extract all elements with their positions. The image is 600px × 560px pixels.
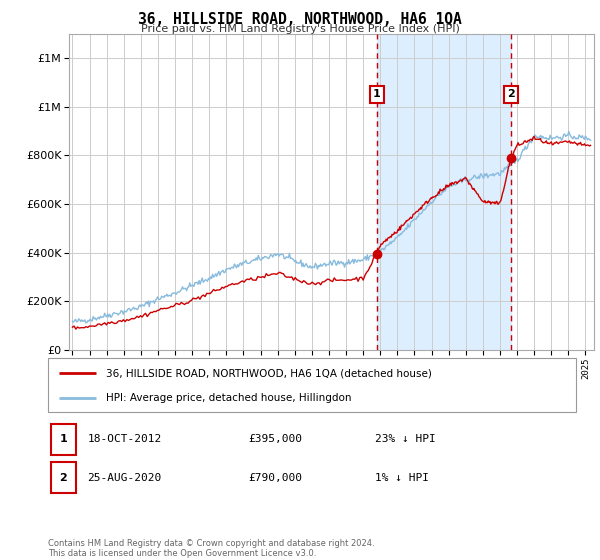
Text: 23% ↓ HPI: 23% ↓ HPI xyxy=(376,435,436,445)
Text: 2: 2 xyxy=(59,473,67,483)
Text: £790,000: £790,000 xyxy=(248,473,302,483)
Text: HPI: Average price, detached house, Hillingdon: HPI: Average price, detached house, Hill… xyxy=(106,393,352,403)
FancyBboxPatch shape xyxy=(50,462,76,493)
Text: 2: 2 xyxy=(507,90,515,100)
Text: £395,000: £395,000 xyxy=(248,435,302,445)
Text: 1: 1 xyxy=(59,435,67,445)
Text: 1% ↓ HPI: 1% ↓ HPI xyxy=(376,473,430,483)
Text: 18-OCT-2012: 18-OCT-2012 xyxy=(88,435,162,445)
FancyBboxPatch shape xyxy=(48,358,576,412)
FancyBboxPatch shape xyxy=(50,424,76,455)
Text: 36, HILLSIDE ROAD, NORTHWOOD, HA6 1QA: 36, HILLSIDE ROAD, NORTHWOOD, HA6 1QA xyxy=(138,12,462,27)
Bar xyxy=(377,34,511,350)
Text: Price paid vs. HM Land Registry's House Price Index (HPI): Price paid vs. HM Land Registry's House … xyxy=(140,24,460,34)
Text: Contains HM Land Registry data © Crown copyright and database right 2024.
This d: Contains HM Land Registry data © Crown c… xyxy=(48,539,374,558)
Text: 36, HILLSIDE ROAD, NORTHWOOD, HA6 1QA (detached house): 36, HILLSIDE ROAD, NORTHWOOD, HA6 1QA (d… xyxy=(106,368,432,379)
Text: 1: 1 xyxy=(373,90,380,100)
Text: 25-AUG-2020: 25-AUG-2020 xyxy=(88,473,162,483)
